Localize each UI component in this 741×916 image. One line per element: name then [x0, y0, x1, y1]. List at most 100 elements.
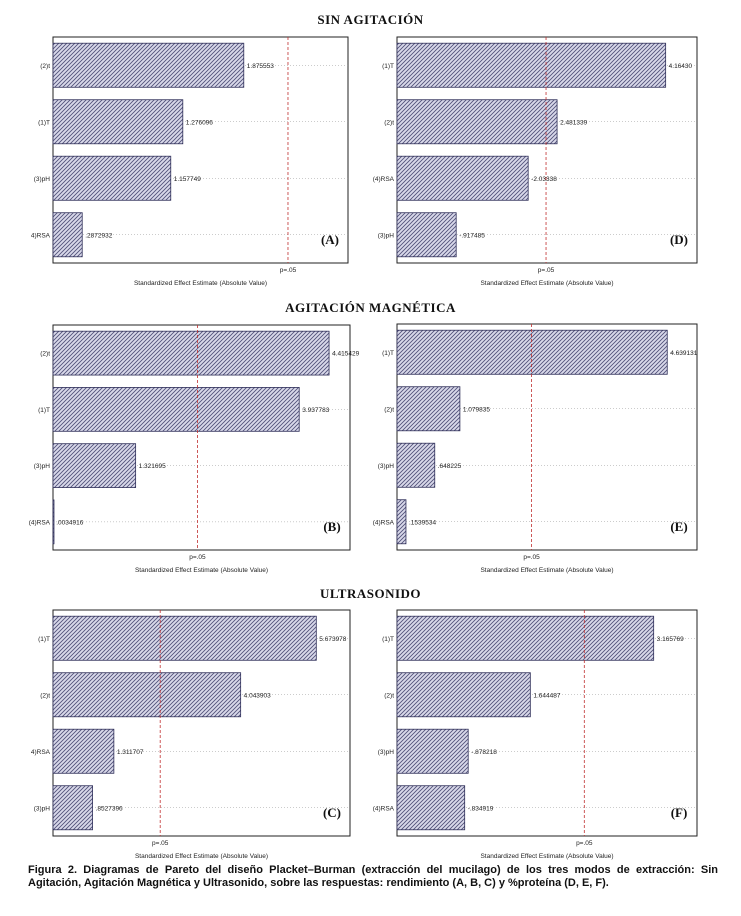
section-title-sin-agitacion: SIN AGITACIÓN — [317, 12, 424, 27]
bar — [52, 728, 115, 774]
bar-value-label: 3.937783 — [302, 407, 329, 414]
bar-value-label: 1.157749 — [174, 176, 201, 183]
bar — [52, 99, 184, 145]
bar-value-label: 1.276096 — [186, 119, 213, 126]
category-label: (2)t — [40, 351, 50, 358]
bar — [52, 499, 55, 545]
bar-value-label: -.917485 — [459, 232, 485, 239]
category-label: (3)pH — [378, 232, 395, 239]
bar-value-label: -.878218 — [471, 749, 497, 756]
section-title-agitacion-magnetica: AGITACIÓN MAGNÉTICA — [285, 300, 456, 315]
category-label: (4)RSA — [373, 805, 395, 812]
bar — [52, 212, 83, 258]
category-label: (1)T — [38, 636, 50, 643]
category-label: (1)T — [38, 407, 50, 414]
bar-value-label: 4.16430 — [669, 63, 693, 70]
bar — [396, 329, 668, 375]
category-label: (2)t — [384, 119, 394, 126]
panel-letter: (B) — [323, 519, 340, 534]
x-axis-label: Standardized Effect Estimate (Absolute V… — [135, 853, 268, 860]
bar — [396, 728, 469, 774]
x-axis-label: Standardized Effect Estimate (Absolute V… — [134, 280, 267, 287]
bar — [52, 785, 93, 831]
category-label: (4)RSA — [373, 519, 395, 526]
panel-letter: (A) — [321, 232, 339, 247]
category-label: (3)pH — [34, 176, 51, 183]
bar — [396, 42, 667, 88]
category-label: (4)RSA — [373, 176, 395, 183]
category-label: (4)RSA — [29, 519, 51, 526]
pareto-svg: 1.875553 (2)t 1.276096 (1)T 1.157749 (3)pH .28… — [31, 36, 349, 287]
bar-value-label: 2.481339 — [560, 119, 587, 126]
bar — [396, 672, 531, 718]
bar — [396, 615, 655, 661]
bar — [396, 442, 436, 488]
bar-value-label: 4.043903 — [244, 692, 271, 699]
bar-value-label: 1.079835 — [463, 406, 490, 413]
category-label: (2)t — [40, 692, 50, 699]
bar-value-label: .0034916 — [56, 519, 83, 526]
significance-label: p=.05 — [189, 554, 206, 561]
bar — [52, 443, 137, 488]
category-label: 4)RSA — [31, 232, 51, 239]
bar — [52, 615, 317, 661]
pareto-svg: 3.165769 (1)T 1.644487 (2)t -.878218 (3)pH -.8… — [373, 609, 698, 860]
category-label: (1)T — [382, 63, 394, 70]
bar-value-label: 1.875553 — [247, 63, 274, 70]
pareto-svg: 5.673978 (1)T 4.043903 (2)t 1.311707 4)RSA .85… — [31, 609, 351, 860]
pareto-svg: 4.639131 (1)T 1.079835 (2)t .648225 (3)pH .153… — [373, 323, 698, 574]
bar — [52, 155, 172, 201]
significance-label: p=.05 — [576, 840, 593, 847]
figure-caption: Figura 2. Diagramas de Pareto del diseño… — [28, 864, 718, 889]
pareto-svg: 4.415429 (2)t 3.937783 (1)T 1.321695 (3)pH .00… — [29, 324, 360, 574]
bar — [396, 499, 407, 545]
bar-value-label: 4.639131 — [670, 350, 697, 357]
bar-value-label: 1.321695 — [139, 463, 166, 470]
pareto-svg: 4.16430 (1)T 2.481339 (2)t -2.03338 (4)RSA -.9… — [373, 36, 698, 287]
category-label: (3)pH — [378, 749, 395, 756]
bar-value-label: 3.165769 — [657, 636, 684, 643]
bar — [396, 785, 466, 831]
bar-value-label: 1.311707 — [117, 749, 144, 756]
bar — [52, 672, 242, 718]
panel-letter: (D) — [670, 232, 688, 247]
category-label: (1)T — [382, 350, 394, 357]
category-label: 4)RSA — [31, 749, 51, 756]
bar-value-label: 4.415429 — [332, 351, 359, 358]
category-label: (2)t — [384, 692, 394, 699]
category-label: (3)pH — [378, 463, 395, 470]
significance-label: p=.05 — [280, 267, 297, 274]
bar-value-label: -.834919 — [468, 805, 494, 812]
significance-label: p=.05 — [523, 554, 540, 561]
category-label: (2)t — [40, 63, 50, 70]
bar-value-label: .8527396 — [96, 805, 123, 812]
bar — [52, 330, 330, 376]
x-axis-label: Standardized Effect Estimate (Absolute V… — [480, 853, 613, 860]
bar — [396, 212, 457, 258]
panel-letter: (E) — [670, 519, 687, 534]
x-axis-label: Standardized Effect Estimate (Absolute V… — [480, 280, 613, 287]
panel-letter: (C) — [323, 805, 341, 820]
significance-label: p=.05 — [538, 267, 555, 274]
bar-value-label: .2872932 — [85, 232, 112, 239]
bar — [52, 387, 300, 432]
category-label: (3)pH — [34, 805, 51, 812]
bar — [396, 99, 558, 145]
category-label: (1)T — [38, 119, 50, 126]
category-label: (3)pH — [34, 463, 51, 470]
significance-label: p=.05 — [152, 840, 169, 847]
bar-value-label: 5.673978 — [319, 636, 346, 643]
section-title-ultrasonido: ULTRASONIDO — [319, 586, 422, 601]
bar — [396, 386, 461, 432]
category-label: (2)t — [384, 406, 394, 413]
bar-value-label: 1.644487 — [533, 692, 560, 699]
x-axis-label: Standardized Effect Estimate (Absolute V… — [480, 567, 613, 574]
bar — [52, 42, 245, 88]
x-axis-label: Standardized Effect Estimate (Absolute V… — [135, 567, 268, 574]
bar-value-label: .648225 — [438, 463, 462, 470]
bar-value-label: .1539534 — [409, 519, 436, 526]
panel-letter: (F) — [671, 805, 688, 820]
bar-value-label: -2.03338 — [531, 176, 557, 183]
bar — [396, 155, 529, 201]
category-label: (1)T — [382, 636, 394, 643]
